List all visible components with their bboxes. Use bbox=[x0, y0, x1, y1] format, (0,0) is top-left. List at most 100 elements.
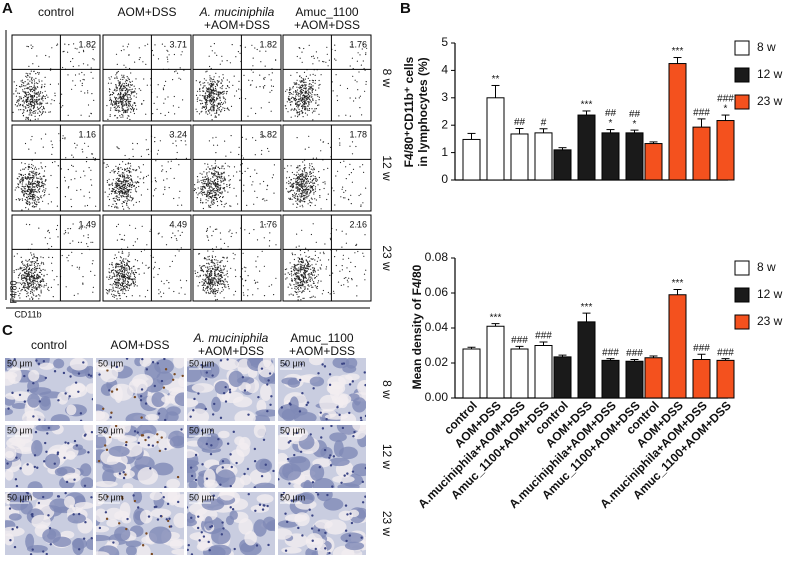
event-dot bbox=[21, 277, 23, 279]
event-dot bbox=[207, 95, 209, 97]
event-dot bbox=[44, 269, 46, 271]
event-dot bbox=[298, 101, 300, 103]
event-dot bbox=[111, 94, 114, 96]
event-dot bbox=[291, 183, 293, 185]
event-dot bbox=[121, 261, 123, 263]
event-dot bbox=[356, 285, 358, 287]
event-dot bbox=[289, 99, 291, 101]
event-dot bbox=[27, 195, 29, 198]
event-dot bbox=[72, 165, 74, 167]
event-dot bbox=[119, 293, 121, 295]
event-dot bbox=[301, 86, 304, 88]
event-dot bbox=[121, 172, 124, 174]
event-dot bbox=[217, 264, 219, 266]
event-dot bbox=[112, 188, 114, 190]
event-dot bbox=[300, 281, 302, 283]
event-dot bbox=[318, 79, 320, 82]
event-dot bbox=[131, 179, 133, 181]
event-dot bbox=[31, 99, 34, 101]
event-dot bbox=[32, 111, 35, 113]
event-dot bbox=[200, 188, 202, 190]
event-dot bbox=[69, 242, 71, 244]
event-dot bbox=[125, 180, 127, 182]
event-dot bbox=[70, 206, 73, 208]
event-dot bbox=[117, 284, 119, 286]
event-dot bbox=[108, 278, 110, 280]
event-dot bbox=[294, 192, 296, 194]
event-dot bbox=[153, 102, 155, 104]
event-dot bbox=[30, 252, 32, 254]
event-dot bbox=[44, 97, 47, 100]
event-dot bbox=[207, 182, 209, 184]
event-dot bbox=[115, 264, 117, 266]
event-dot bbox=[74, 178, 76, 180]
panel-label: A bbox=[2, 0, 13, 17]
event-dot bbox=[295, 186, 297, 188]
event-dot bbox=[117, 223, 119, 225]
event-dot bbox=[28, 181, 30, 183]
event-dot bbox=[116, 89, 118, 91]
event-dot bbox=[204, 193, 206, 195]
event-dot bbox=[128, 268, 130, 270]
event-dot bbox=[78, 51, 80, 54]
event-dot bbox=[124, 83, 126, 85]
event-dot bbox=[126, 100, 128, 102]
event-dot bbox=[202, 183, 204, 185]
event-dot bbox=[32, 297, 34, 299]
event-dot bbox=[146, 84, 148, 86]
event-dot bbox=[50, 103, 52, 105]
event-dot bbox=[117, 266, 119, 268]
event-dot bbox=[306, 265, 308, 267]
event-dot bbox=[264, 135, 266, 137]
event-dot bbox=[21, 100, 23, 102]
event-dot bbox=[133, 108, 135, 110]
event-dot bbox=[304, 182, 307, 184]
event-dot bbox=[314, 82, 316, 84]
event-dot bbox=[288, 197, 290, 199]
event-dot bbox=[313, 189, 315, 191]
event-dot bbox=[301, 292, 303, 294]
event-dot bbox=[301, 274, 303, 276]
event-dot bbox=[119, 180, 121, 183]
event-dot bbox=[36, 274, 38, 276]
event-dot bbox=[128, 106, 130, 108]
event-dot bbox=[199, 99, 201, 101]
event-dot bbox=[127, 175, 129, 177]
event-dot bbox=[118, 197, 120, 199]
event-dot bbox=[208, 171, 210, 173]
event-dot bbox=[29, 195, 31, 198]
event-dot bbox=[200, 186, 202, 188]
event-dot bbox=[113, 169, 115, 171]
event-dot bbox=[124, 274, 126, 276]
event-dot bbox=[229, 62, 231, 64]
event-dot bbox=[22, 104, 24, 106]
event-dot bbox=[358, 97, 360, 99]
event-dot bbox=[120, 102, 122, 104]
event-dot bbox=[33, 286, 35, 289]
event-dot bbox=[310, 172, 313, 174]
event-dot bbox=[36, 101, 38, 104]
event-dot bbox=[199, 87, 201, 90]
event-dot bbox=[56, 224, 59, 227]
event-dot bbox=[22, 177, 24, 179]
event-dot bbox=[305, 188, 307, 190]
event-dot bbox=[309, 187, 311, 189]
event-dot bbox=[214, 197, 216, 199]
event-dot bbox=[33, 206, 36, 208]
event-dot bbox=[104, 191, 106, 193]
event-dot bbox=[352, 68, 354, 70]
event-dot bbox=[218, 272, 220, 275]
event-dot bbox=[71, 265, 73, 267]
event-dot bbox=[314, 270, 316, 272]
event-dot bbox=[166, 279, 168, 282]
event-dot bbox=[34, 152, 36, 154]
event-dot bbox=[123, 74, 125, 76]
event-dot bbox=[295, 200, 297, 202]
event-dot bbox=[106, 105, 108, 107]
event-dot bbox=[114, 114, 116, 117]
event-dot bbox=[303, 274, 305, 276]
quadrant-percent: 1.82 bbox=[259, 129, 277, 139]
event-dot bbox=[218, 276, 220, 278]
event-dot bbox=[115, 86, 117, 88]
event-dot bbox=[117, 93, 119, 96]
